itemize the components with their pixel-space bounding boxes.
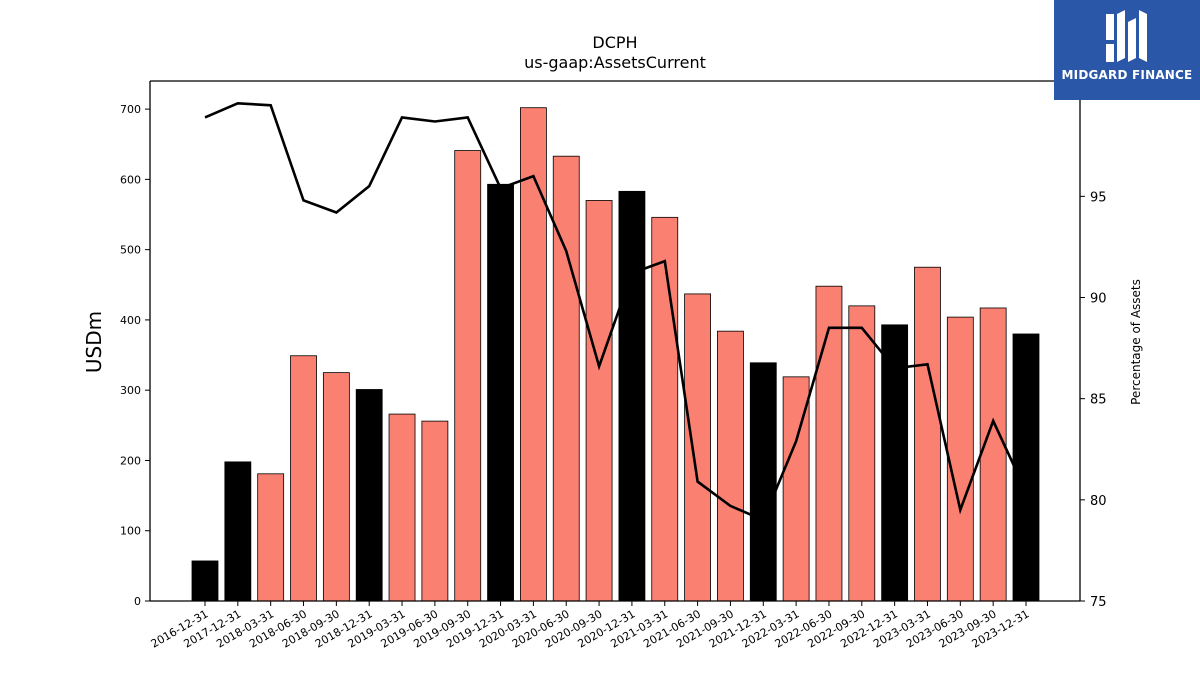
chart-title: DCPH [592,33,638,52]
percentage-line-series [204,101,1028,522]
percentage-line [204,101,1028,522]
bar-2019-09-30 [454,150,482,602]
midgard-logo-icon [1106,10,1147,62]
bar-2021-09-30 [717,330,744,602]
bar-2019-12-31 [487,183,514,602]
left-y-axis: 0 100 200 300 400 500 600 700 [120,103,150,608]
bar-2021-03-31 [651,216,679,602]
bar-2021-12-31 [749,362,777,602]
bar-2022-12-31 [881,324,909,602]
chart-subtitle: us-gaap:AssetsCurrent [524,53,706,72]
bar-series [191,107,1040,602]
y-tick-label: 400 [120,314,141,327]
y-tick-label: 700 [120,103,141,116]
y-tick-label: 200 [120,454,141,467]
bar-2017-12-31 [224,461,252,602]
bar-2023-03-31 [914,266,941,602]
y-right-tick-label: 90 [1090,291,1107,306]
bar-2020-12-31 [618,190,646,602]
bar-2018-12-31 [355,389,383,602]
y-right-tick-label: 95 [1090,190,1107,205]
y-tick-label: 500 [120,244,141,257]
bar-2020-09-30 [585,200,613,602]
y-tick-label: 600 [120,173,141,186]
bar-2018-03-31 [257,473,285,602]
y-tick-label: 0 [134,595,141,608]
y-tick-label: 300 [120,384,141,397]
brand-name: MIDGARD FINANCE [1061,68,1193,82]
y-axis-label-right: Percentage of Assets [1129,279,1143,405]
y-right-tick-label: 80 [1090,494,1107,509]
y-right-tick-label: 85 [1090,393,1107,408]
bar-2023-06-30 [946,316,974,602]
bar-2022-09-30 [848,305,876,602]
bar-2018-06-30 [290,355,317,602]
bar-2023-09-30 [979,307,1007,602]
bar-2022-06-30 [815,285,843,602]
bar-2019-03-31 [388,413,416,602]
plot-frame [149,80,1081,602]
bar-2020-03-31 [520,107,547,602]
brand-logo: MIDGARD FINANCE [1054,0,1200,100]
bar-2019-06-30 [421,420,449,602]
bar-2016-12-31 [191,560,219,602]
y-tick-label: 100 [120,525,141,538]
y-right-tick-label: 75 [1090,595,1107,610]
bar-2023-12-31 [1012,333,1040,602]
bar-2021-06-30 [684,293,711,602]
bar-2018-09-30 [322,372,350,602]
y-axis-label-left: USDm [82,311,106,373]
bar-2020-06-30 [552,155,580,602]
right-y-axis: 75 80 85 90 95 [1080,190,1107,610]
x-axis: 2016-12-312017-12-312018-03-312018-06-30… [149,601,1032,651]
